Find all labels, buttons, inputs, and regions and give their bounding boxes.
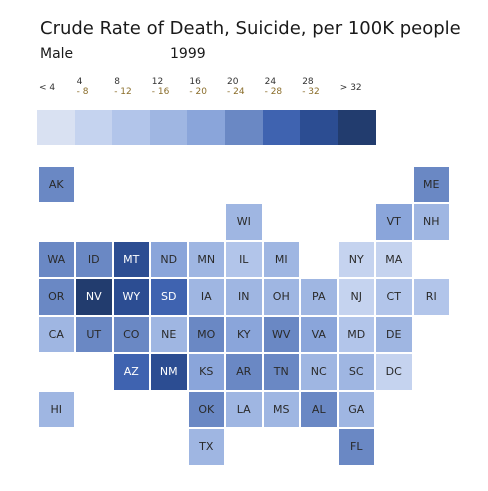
state-tile-dc: DC	[376, 354, 412, 390]
state-tile-ny: NY	[338, 241, 374, 277]
state-tile-de: DE	[376, 316, 412, 352]
state-tile-or: OR	[38, 279, 74, 315]
state-tile-in: IN	[226, 279, 262, 315]
state-tile-ia: IA	[188, 279, 224, 315]
state-tile-wa: WA	[38, 241, 74, 277]
legend-label: 20- 24	[227, 77, 245, 97]
state-tile-ms: MS	[263, 391, 299, 427]
state-tile-la: LA	[226, 391, 262, 427]
legend-swatch	[112, 110, 151, 145]
legend-swatch	[74, 110, 113, 145]
legend-label: 4- 8	[76, 77, 89, 97]
state-tile-id: ID	[76, 241, 112, 277]
state-tile-sc: SC	[338, 354, 374, 390]
state-tile-il: IL	[226, 241, 262, 277]
legend-swatch	[187, 110, 226, 145]
legend-label: < 4	[39, 83, 56, 93]
state-tile-me: ME	[413, 166, 449, 202]
legend-label: 28- 32	[302, 77, 320, 97]
state-tile-mt: MT	[113, 241, 149, 277]
state-tile-ne: NE	[151, 316, 187, 352]
state-tile-oh: OH	[263, 279, 299, 315]
state-tile-vt: VT	[376, 204, 412, 240]
state-tile-tn: TN	[263, 354, 299, 390]
state-tile-ky: KY	[226, 316, 262, 352]
state-tile-mi: MI	[263, 241, 299, 277]
state-tile-md: MD	[338, 316, 374, 352]
subtitle-year: 1999	[170, 46, 206, 62]
state-tile-al: AL	[301, 391, 337, 427]
chart-title: Crude Rate of Death, Suicide, per 100K p…	[40, 18, 461, 39]
state-tile-ca: CA	[38, 316, 74, 352]
state-tile-nv: NV	[76, 279, 112, 315]
state-tile-hi: HI	[38, 391, 74, 427]
state-tile-nc: NC	[301, 354, 337, 390]
state-tile-mn: MN	[188, 241, 224, 277]
state-tile-pa: PA	[301, 279, 337, 315]
legend-label: 8- 12	[114, 77, 132, 97]
state-tile-ks: KS	[188, 354, 224, 390]
state-tile-az: AZ	[113, 354, 149, 390]
state-tile-ar: AR	[226, 354, 262, 390]
legend-swatch	[225, 110, 264, 145]
state-tile-nj: NJ	[338, 279, 374, 315]
state-tile-nd: ND	[151, 241, 187, 277]
state-tile-nm: NM	[151, 354, 187, 390]
state-tile-ma: MA	[376, 241, 412, 277]
legend-swatch	[37, 110, 76, 145]
state-tile-fl: FL	[338, 429, 374, 465]
legend-swatch	[300, 110, 339, 145]
state-tile-co: CO	[113, 316, 149, 352]
state-tile-wi: WI	[226, 204, 262, 240]
state-tile-va: VA	[301, 316, 337, 352]
legend-label: 16- 20	[189, 77, 207, 97]
state-tile-ct: CT	[376, 279, 412, 315]
legend-label: 24- 28	[264, 77, 283, 97]
state-tile-ut: UT	[76, 316, 112, 352]
state-tile-wy: WY	[113, 279, 149, 315]
subtitle-sex: Male	[40, 46, 74, 62]
state-tile-nh: NH	[413, 204, 449, 240]
state-tile-wv: WV	[263, 316, 299, 352]
state-tile-sd: SD	[151, 279, 187, 315]
state-tile-ga: GA	[338, 391, 374, 427]
legend-label: 12- 16	[151, 77, 170, 97]
state-tile-mo: MO	[188, 316, 224, 352]
state-tile-ak: AK	[38, 166, 74, 202]
legend-swatch	[262, 110, 301, 145]
state-tile-tx: TX	[188, 429, 224, 465]
legend-label: > 32	[339, 83, 362, 93]
state-tile-ok: OK	[188, 391, 224, 427]
legend-swatch	[149, 110, 188, 145]
state-tile-ri: RI	[413, 279, 449, 315]
legend-swatch	[337, 110, 376, 145]
